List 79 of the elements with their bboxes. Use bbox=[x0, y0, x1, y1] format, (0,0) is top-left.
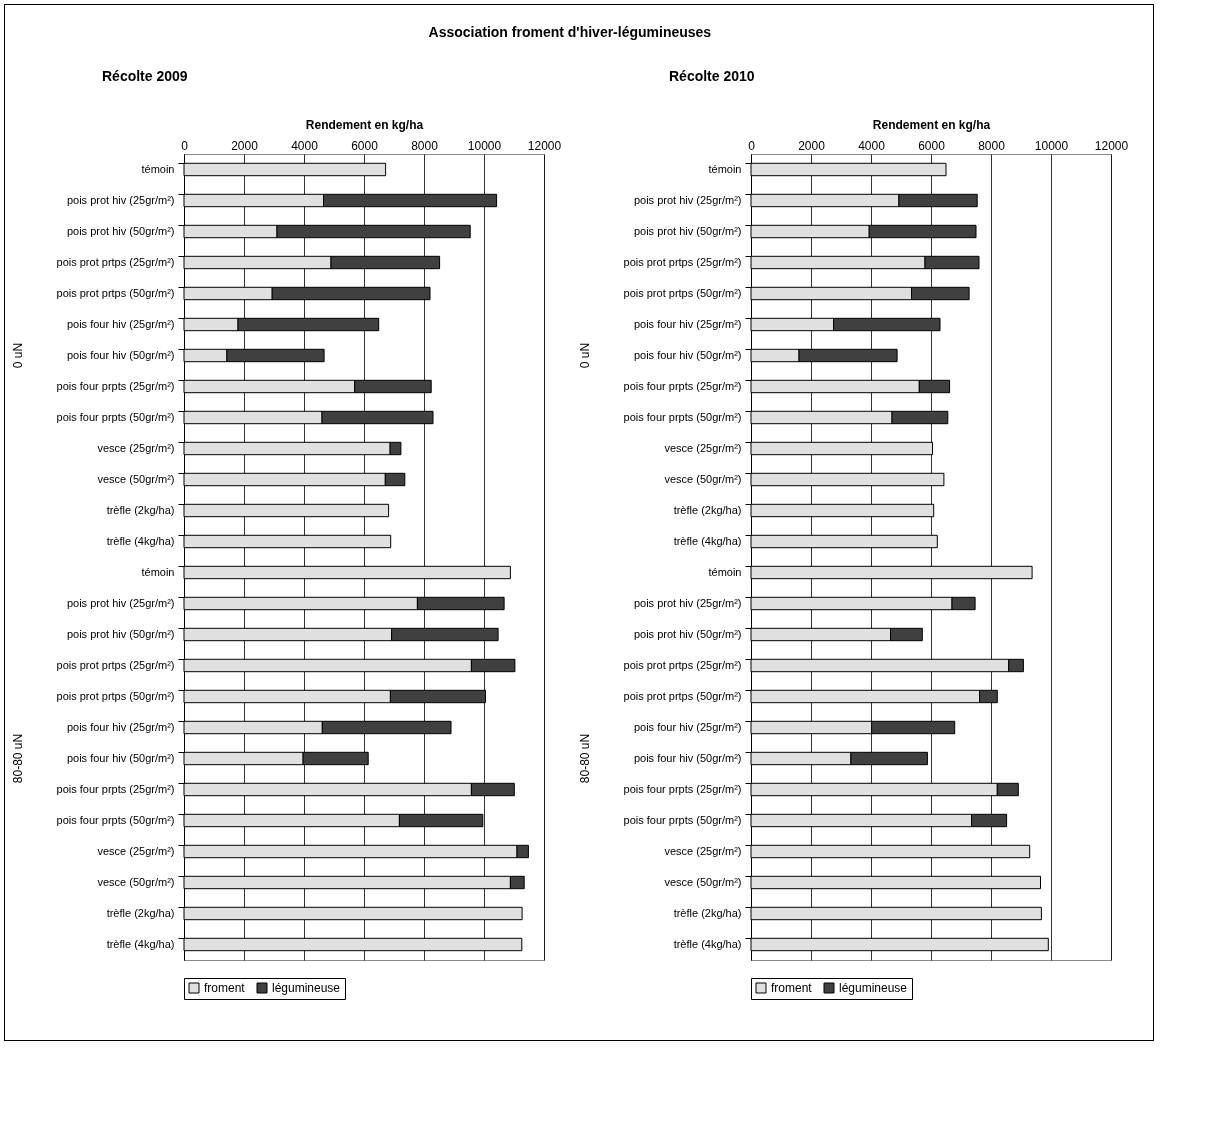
y-tick-label: vesce (50gr/m²) bbox=[664, 875, 742, 888]
legend-label: légumineuse bbox=[272, 981, 341, 995]
y-tick-label: pois prot hiv (50gr/m²) bbox=[66, 627, 175, 640]
x-tick-label: 6000 bbox=[351, 138, 379, 153]
x-tick-label: 0 bbox=[181, 138, 189, 153]
y-tick-label: pois prot prtps (25gr/m²) bbox=[56, 658, 175, 671]
y-tick-label: pois four prpts (50gr/m²) bbox=[56, 410, 175, 423]
y-tick-label: vesce (25gr/m²) bbox=[664, 441, 742, 454]
x-tick-label: 4000 bbox=[291, 138, 319, 153]
y-tick-label: pois four hiv (25gr/m²) bbox=[66, 317, 175, 330]
x-tick-label: 12000 bbox=[527, 138, 562, 153]
y-tick-label: trèfle (4kg/ha) bbox=[673, 937, 742, 950]
y-tick-label: vesce (25gr/m²) bbox=[97, 844, 175, 857]
y-tick-label: trèfle (2kg/ha) bbox=[106, 503, 175, 516]
chart-subtitle: Récolte 2009 bbox=[102, 68, 188, 84]
x-tick-label: 12000 bbox=[1094, 138, 1129, 153]
y-tick-label: trèfle (4kg/ha) bbox=[106, 534, 175, 547]
text: 80-80 uN bbox=[11, 733, 25, 784]
legend-label: froment bbox=[771, 981, 813, 995]
x-tick-label: 4000 bbox=[858, 138, 886, 153]
y-tick-label: pois four prpts (50gr/m²) bbox=[623, 410, 742, 423]
y-tick-label: témoin bbox=[708, 162, 742, 175]
y-tick-label: pois prot prtps (25gr/m²) bbox=[623, 658, 742, 671]
y-tick-label: pois four hiv (50gr/m²) bbox=[66, 348, 175, 361]
y-tick-label: pois four prpts (25gr/m²) bbox=[623, 379, 742, 392]
y-tick-label: pois prot hiv (50gr/m²) bbox=[633, 224, 742, 237]
x-tick-label: 8000 bbox=[411, 138, 439, 153]
y-tick-label: pois prot hiv (50gr/m²) bbox=[66, 224, 175, 237]
y-tick-label: pois four hiv (50gr/m²) bbox=[633, 751, 742, 764]
y-tick-label: trèfle (2kg/ha) bbox=[673, 503, 742, 516]
y-tick-label: pois four prpts (50gr/m²) bbox=[623, 813, 742, 826]
legend-label: froment bbox=[204, 981, 246, 995]
text: 80-80 uN bbox=[578, 733, 592, 784]
x-tick-label: 8000 bbox=[978, 138, 1006, 153]
y-tick-label: vesce (50gr/m²) bbox=[97, 875, 175, 888]
y-tick-label: pois prot prtps (50gr/m²) bbox=[56, 689, 175, 702]
y-tick-label: pois prot hiv (25gr/m²) bbox=[66, 596, 175, 609]
text: 0 uN bbox=[11, 342, 25, 369]
chart-title: Association froment d'hiver-légumineuses bbox=[428, 23, 712, 40]
x-tick-label: 6000 bbox=[918, 138, 946, 153]
y-tick-label: pois four hiv (25gr/m²) bbox=[66, 720, 175, 733]
y-tick-label: vesce (50gr/m²) bbox=[97, 472, 175, 485]
y-tick-label: pois prot hiv (25gr/m²) bbox=[66, 193, 175, 206]
y-tick-label: pois prot hiv (50gr/m²) bbox=[633, 627, 742, 640]
y-tick-label: pois prot prtps (25gr/m²) bbox=[623, 255, 742, 268]
y-tick-label: trèfle (2kg/ha) bbox=[106, 906, 175, 919]
x-tick-label: 2000 bbox=[231, 138, 259, 153]
y-tick-label: pois four hiv (50gr/m²) bbox=[66, 751, 175, 764]
x-axis-title: Rendement en kg/ha bbox=[305, 117, 424, 132]
legend-label: légumineuse bbox=[839, 981, 908, 995]
y-tick-label: pois four prpts (25gr/m²) bbox=[623, 782, 742, 795]
y-tick-label: pois prot hiv (25gr/m²) bbox=[633, 193, 742, 206]
y-tick-label: pois prot prtps (50gr/m²) bbox=[56, 286, 175, 299]
y-tick-label: vesce (50gr/m²) bbox=[664, 472, 742, 485]
x-tick-label: 10000 bbox=[467, 138, 502, 153]
x-tick-label: 0 bbox=[748, 138, 756, 153]
y-tick-label: pois four prpts (25gr/m²) bbox=[56, 782, 175, 795]
y-tick-label: trèfle (2kg/ha) bbox=[673, 906, 742, 919]
y-tick-label: pois four hiv (50gr/m²) bbox=[633, 348, 742, 361]
y-tick-label: témoin bbox=[708, 565, 742, 578]
y-tick-label: pois four hiv (25gr/m²) bbox=[633, 720, 742, 733]
y-tick-label: pois prot prtps (50gr/m²) bbox=[623, 286, 742, 299]
y-tick-label: pois prot prtps (50gr/m²) bbox=[623, 689, 742, 702]
y-tick-label: trèfle (4kg/ha) bbox=[106, 937, 175, 950]
y-tick-label: vesce (25gr/m²) bbox=[664, 844, 742, 857]
text: 0 uN bbox=[578, 342, 592, 369]
y-tick-label: témoin bbox=[141, 162, 175, 175]
y-tick-label: pois four hiv (25gr/m²) bbox=[633, 317, 742, 330]
y-tick-label: pois prot hiv (25gr/m²) bbox=[633, 596, 742, 609]
x-axis-title: Rendement en kg/ha bbox=[872, 117, 991, 132]
y-tick-label: pois prot prtps (25gr/m²) bbox=[56, 255, 175, 268]
x-tick-label: 2000 bbox=[798, 138, 826, 153]
chart-subtitle: Récolte 2010 bbox=[669, 68, 755, 84]
x-tick-label: 10000 bbox=[1034, 138, 1069, 153]
y-tick-label: pois four prpts (50gr/m²) bbox=[56, 813, 175, 826]
y-tick-label: témoin bbox=[141, 565, 175, 578]
y-tick-label: pois four prpts (25gr/m²) bbox=[56, 379, 175, 392]
y-tick-label: vesce (25gr/m²) bbox=[97, 441, 175, 454]
y-tick-label: trèfle (4kg/ha) bbox=[673, 534, 742, 547]
